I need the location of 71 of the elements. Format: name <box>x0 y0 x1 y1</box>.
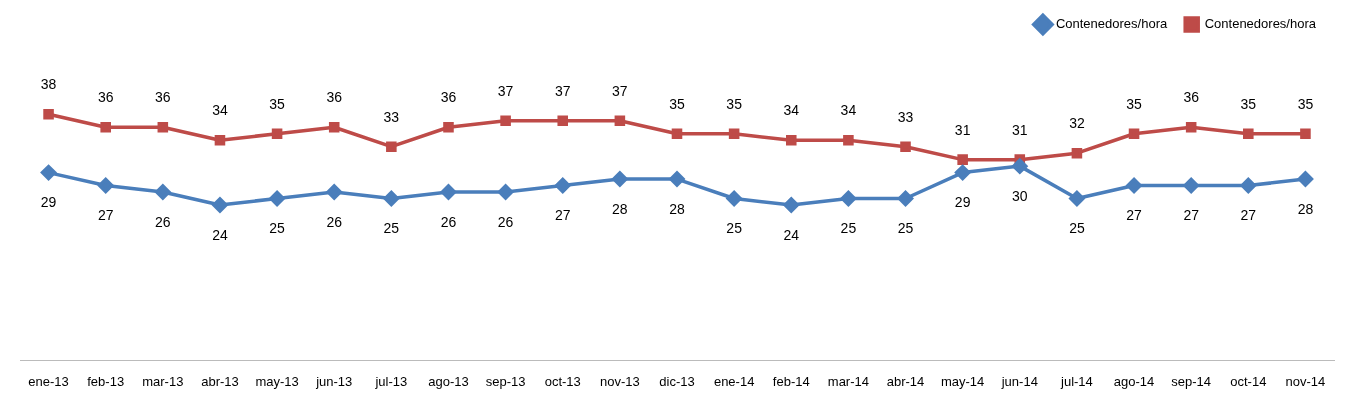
data-label: 25 <box>1069 220 1085 237</box>
data-label: 31 <box>954 121 971 138</box>
data-label: 25 <box>383 220 400 237</box>
data-label: 25 <box>269 220 286 237</box>
data-label: 26 <box>497 213 514 230</box>
x-tick-label: oct-14 <box>1230 373 1267 389</box>
x-tick-label: nov-13 <box>599 373 640 389</box>
data-label: 37 <box>612 82 628 99</box>
data-label: 35 <box>1126 95 1143 112</box>
data-label: 27 <box>1183 207 1200 224</box>
data-label: 33 <box>897 108 914 125</box>
data-label: 35 <box>1240 95 1257 112</box>
x-tick-label: mar-14 <box>827 373 869 389</box>
data-label: 36 <box>97 89 114 106</box>
data-label: 26 <box>155 213 171 230</box>
data-label: 26 <box>326 213 343 230</box>
data-label: 26 <box>440 213 457 230</box>
data-label: 35 <box>726 95 743 112</box>
data-label: 27 <box>1240 207 1257 224</box>
data-label: 25 <box>726 220 743 237</box>
x-tick-label: jul-13 <box>374 373 408 389</box>
data-label: 36 <box>155 89 171 106</box>
data-label: 36 <box>440 89 457 106</box>
data-label: 31 <box>1011 121 1028 138</box>
x-tick-label: abr-14 <box>886 373 925 389</box>
data-label: 38 <box>40 76 57 93</box>
data-label: 37 <box>497 82 514 99</box>
data-label: 24 <box>212 226 228 243</box>
data-label: 33 <box>383 108 400 125</box>
x-tick-label: ene-14 <box>713 373 755 389</box>
x-tick-label: abr-13 <box>201 373 239 389</box>
data-label: 35 <box>669 95 685 112</box>
x-tick-label: nov-14 <box>1285 373 1326 389</box>
x-tick-label: sep-14 <box>1171 373 1212 389</box>
data-label: 28 <box>612 200 628 217</box>
data-label: 30 <box>1011 187 1028 204</box>
data-label: 28 <box>669 200 685 217</box>
x-tick-label: dic-13 <box>659 373 695 389</box>
x-tick-label: ago-14 <box>1113 373 1155 389</box>
data-label: 27 <box>554 207 571 224</box>
legend-label: Contenedores/hora <box>1055 16 1168 32</box>
data-label: 27 <box>1126 207 1143 224</box>
data-label: 29 <box>954 194 971 211</box>
x-tick-label: feb-13 <box>87 373 125 389</box>
data-label: 34 <box>212 102 228 119</box>
data-label: 35 <box>1297 95 1314 112</box>
data-label: 25 <box>840 220 857 237</box>
x-tick-label: ago-13 <box>428 373 469 389</box>
x-tick-label: sep-13 <box>485 373 526 389</box>
data-label: 32 <box>1069 115 1085 132</box>
data-label: 35 <box>269 95 286 112</box>
data-label: 25 <box>897 220 914 237</box>
x-tick-label: oct-13 <box>544 373 581 389</box>
legend-label: Contenedores/hora <box>1204 16 1317 32</box>
data-label: 34 <box>840 102 857 119</box>
data-label: 36 <box>326 89 343 106</box>
x-tick-label: jun-14 <box>1000 373 1038 389</box>
x-tick-label: ene-13 <box>28 373 69 389</box>
x-tick-label: mar-13 <box>142 373 184 389</box>
x-tick-label: feb-14 <box>772 373 810 389</box>
data-label: 24 <box>783 226 800 243</box>
x-tick-label: jun-13 <box>315 373 353 389</box>
data-label: 34 <box>783 102 800 119</box>
data-label: 27 <box>97 207 114 224</box>
data-label: 36 <box>1183 89 1200 106</box>
data-label: 28 <box>1297 200 1314 217</box>
x-tick-label: may-13 <box>255 373 299 389</box>
data-label: 29 <box>40 194 57 211</box>
x-tick-label: jul-14 <box>1060 373 1093 389</box>
data-label: 37 <box>554 82 571 99</box>
x-tick-label: may-14 <box>940 373 985 389</box>
